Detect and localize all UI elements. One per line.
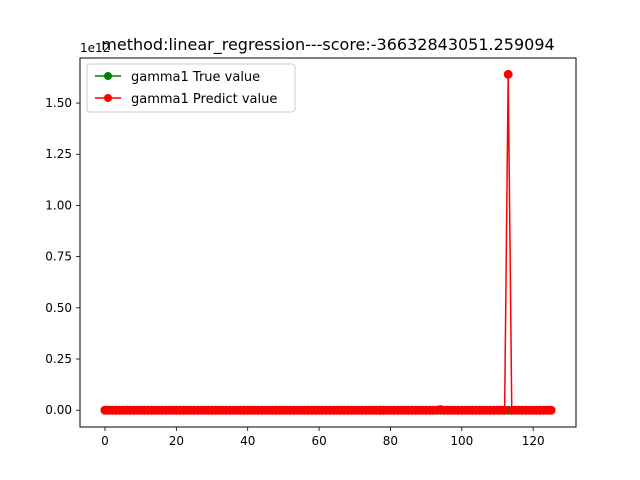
legend-label-2: gamma1 Predict value (131, 92, 277, 107)
x-tick-label: 40 (240, 434, 255, 448)
x-tick-label: 0 (101, 434, 109, 448)
legend: gamma1 True value gamma1 Predict value (86, 63, 296, 113)
legend-marker-2 (104, 94, 112, 102)
legend-box (86, 63, 296, 113)
x-tick-label: 120 (522, 434, 545, 448)
y-tick-label: 1.50 (45, 96, 72, 110)
legend-marker-1 (104, 72, 112, 80)
legend-label-1: gamma1 True value (131, 70, 260, 85)
x-tick-label: 20 (169, 434, 184, 448)
x-tick-label: 80 (383, 434, 398, 448)
y-tick-label: 0.50 (45, 301, 72, 315)
y-axis-offset-text: 1e12 (80, 41, 110, 55)
chart-title: method:linear_regression---score:-366328… (101, 35, 554, 55)
plot-area (100, 69, 556, 415)
axes-frame (79, 57, 577, 428)
y-tick-label: 1.00 (45, 198, 72, 212)
series-2-point (546, 405, 556, 415)
x-tick-label: 60 (311, 434, 326, 448)
y-tick-label: 0.75 (45, 250, 72, 264)
x-axis: 0 20 40 60 80 100 120 (101, 427, 545, 448)
y-tick-label: 0.00 (45, 403, 72, 417)
y-tick-label: 1.25 (45, 147, 72, 161)
y-axis: 0.00 0.25 0.50 0.75 1.00 1.25 1.50 (45, 96, 80, 417)
x-tick-label: 100 (450, 434, 473, 448)
y-tick-label: 0.25 (45, 352, 72, 366)
series-2-point (503, 69, 513, 79)
